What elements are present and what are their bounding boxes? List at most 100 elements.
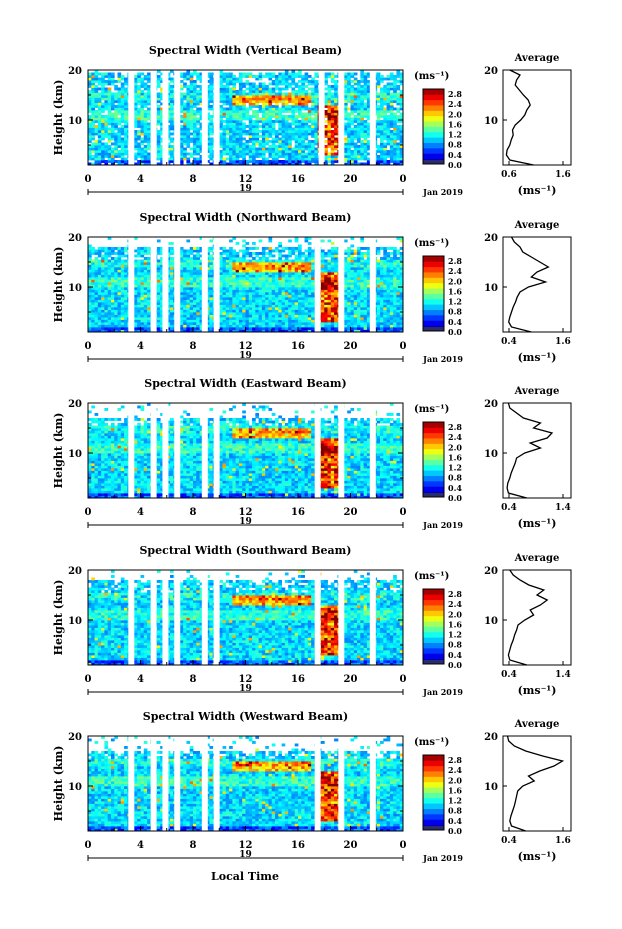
heatmap-cell	[91, 112, 95, 116]
heatmap-cell	[193, 105, 197, 108]
heatmap-cell	[284, 97, 289, 101]
heatmap-cell	[196, 100, 200, 103]
heatmap-cell	[196, 75, 200, 78]
heatmap-cell	[399, 150, 404, 153]
heatmap-cell	[255, 267, 260, 270]
heatmap-cell	[261, 125, 266, 128]
heatmap-cell	[229, 264, 233, 268]
heatmap-cell	[363, 97, 368, 101]
heatmap-cell	[189, 272, 194, 275]
heatmap-cell	[199, 302, 204, 305]
heatmap-cell	[97, 297, 102, 300]
heatmap-cell	[383, 107, 387, 111]
heatmap-cell	[120, 125, 125, 128]
heatmap-cell	[248, 147, 253, 151]
heatmap-cell	[88, 254, 92, 258]
heatmap-cell	[160, 272, 164, 275]
heatmap-cell	[258, 142, 263, 146]
heatmap-cell	[334, 140, 338, 143]
heatmap-cell	[330, 122, 335, 126]
heatmap-cell	[160, 329, 164, 333]
heatmap-cell	[350, 160, 355, 163]
heatmap-cell	[284, 150, 289, 153]
heatmap-cell	[120, 299, 125, 303]
heatmap-cell	[235, 314, 240, 318]
heatmap-cell	[209, 142, 214, 146]
heatmap-cell	[396, 135, 401, 138]
heatmap-cell	[199, 137, 204, 141]
heatmap-cell	[91, 297, 95, 300]
heatmap-cell	[196, 297, 200, 300]
heatmap-cell	[101, 155, 105, 158]
heatmap-cell	[206, 115, 210, 118]
heatmap-cell	[304, 130, 309, 133]
heatmap-cell	[298, 147, 302, 151]
heatmap-cell	[330, 110, 335, 113]
heatmap-cell	[206, 100, 210, 103]
heatmap-cell	[311, 110, 315, 113]
heatmap-cell	[383, 102, 387, 106]
heatmap-cell	[291, 110, 296, 113]
heatmap-cell	[242, 272, 246, 275]
heatmap-cell	[248, 75, 253, 78]
heatmap-cell	[140, 314, 145, 318]
heatmap-cell	[288, 147, 292, 151]
heatmap-cell	[91, 107, 95, 111]
heatmap-cell	[291, 92, 296, 96]
heatmap-cell	[278, 145, 282, 148]
heatmap-cell	[294, 140, 299, 143]
heatmap-cell	[383, 122, 387, 126]
heatmap-cell	[170, 122, 174, 126]
heatmap-cell	[199, 112, 204, 116]
heatmap-cell	[324, 115, 328, 118]
heatmap-cell	[366, 162, 371, 166]
heatmap-cell	[265, 327, 269, 330]
heatmap-cell	[363, 80, 368, 83]
heatmap-cell	[137, 110, 141, 113]
heatmap-cell	[140, 302, 145, 305]
heatmap-cell	[94, 267, 99, 270]
heatmap-cell	[179, 102, 184, 106]
heatmap-cell	[232, 82, 237, 86]
heatmap-cell	[298, 102, 302, 106]
heatmap-cell	[110, 100, 115, 103]
heatmap-cell	[229, 155, 233, 158]
heatmap-cell	[238, 302, 243, 305]
heatmap-cell	[298, 160, 302, 163]
heatmap-cell	[304, 102, 309, 106]
heatmap-cell	[193, 327, 197, 330]
heatmap-cell	[104, 87, 109, 91]
heatmap-cell	[101, 132, 105, 136]
heatmap-cell	[189, 97, 194, 101]
heatmap-cell	[97, 324, 102, 328]
heatmap-cell	[179, 322, 184, 325]
heatmap-cell	[258, 160, 263, 163]
heatmap-cell	[101, 87, 105, 91]
heatmap-cell	[298, 87, 302, 91]
heatmap-cell	[242, 312, 246, 315]
heatmap-cell	[343, 72, 348, 76]
heatmap-cell	[229, 274, 233, 278]
heatmap-cell	[393, 145, 397, 148]
heatmap-cell	[252, 309, 256, 313]
heatmap-cell	[261, 267, 266, 270]
heatmap-cell	[301, 137, 305, 141]
heatmap-cell	[186, 269, 191, 273]
heatmap-cell	[265, 304, 269, 308]
heatmap-cell	[235, 100, 240, 103]
heatmap-cell	[311, 150, 315, 153]
heatmap-cell	[133, 75, 138, 78]
heatmap-cell	[156, 247, 161, 250]
heatmap-cell	[166, 75, 171, 78]
heatmap-cell	[304, 112, 309, 116]
heatmap-cell	[248, 72, 253, 76]
heatmap-cell	[383, 137, 387, 141]
heatmap-cell	[232, 274, 237, 278]
heatmap-cell	[94, 284, 99, 288]
heatmap-cell	[252, 307, 256, 310]
heatmap-cell	[143, 147, 148, 151]
heatmap-cell	[324, 105, 328, 108]
heatmap-cell	[170, 292, 174, 295]
heatmap-cell	[160, 110, 164, 113]
heatmap-cell	[107, 274, 112, 278]
